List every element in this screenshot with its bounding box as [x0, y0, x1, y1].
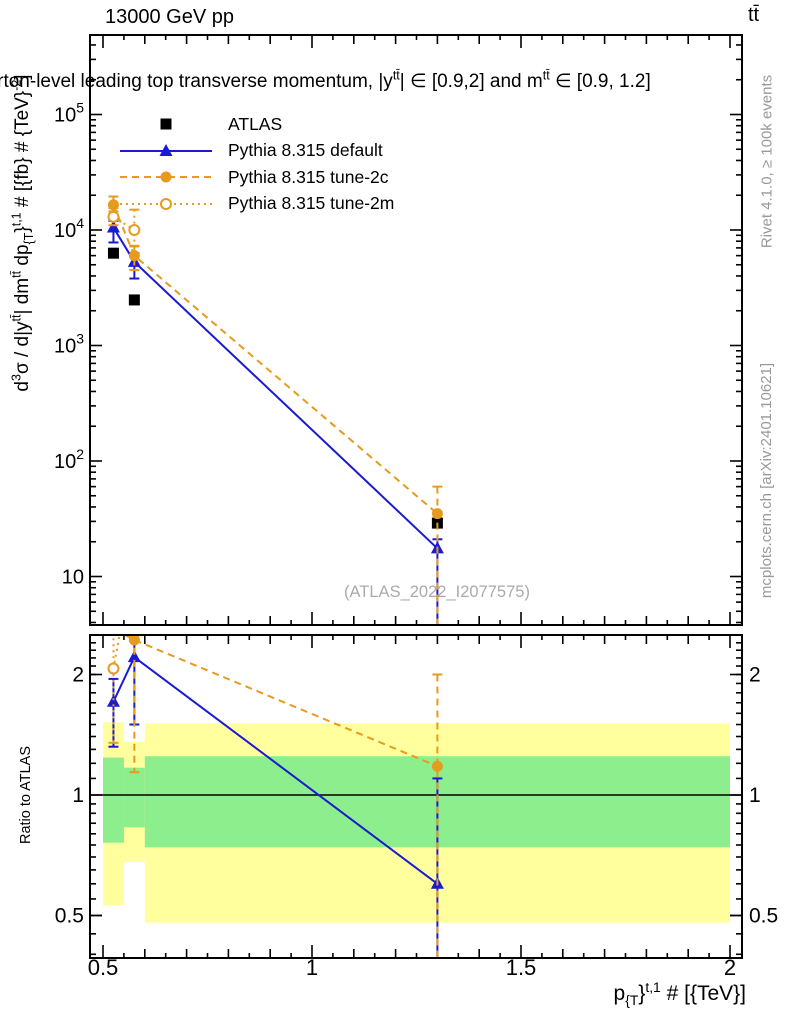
series-pythia-8-315-tune-2m-ratio: [107, 636, 121, 744]
legend-triangle-icon: [120, 143, 212, 156]
ratio-tick-label-left: 1: [72, 784, 84, 807]
series-pythia-8-315-default-main: [106, 219, 444, 624]
axis-ticks: [90, 35, 742, 958]
y-axis-tick-label: 104: [54, 215, 84, 242]
x-axis-tick-label: 1: [306, 955, 318, 980]
y-axis-tick-label: 105: [54, 100, 84, 127]
green-band: [123, 767, 145, 828]
legend-label: Pythia 8.315 tune-2m: [228, 193, 395, 214]
series-pythia-8-315-tune-2c-main: [107, 195, 443, 624]
ratio-uncertainty-bands: [103, 722, 731, 923]
beam-energy-label: 13000 GeV pp: [105, 6, 234, 28]
legend: ATLAS Pythia 8.315 default Pythia 8.315 tu…: [118, 111, 394, 217]
mcplots-reference-note: mcplots.cern.ch [arXiv:2401.10621]: [758, 362, 775, 599]
series-pythia-8-315-tune-2m-main: [107, 207, 141, 247]
legend-entry: Pythia 8.315 default: [118, 138, 394, 165]
x-axis-title: p{T}t,1 # [{TeV}]: [613, 979, 746, 1009]
y-axis-title: d3σ / d|ytt̄| dmtt̄ dp{T}t,1 # [{fb} # {…: [9, 74, 36, 392]
ratio-axis-title: Ratio to ATLAS: [18, 745, 34, 845]
ratio-tick-label-left: 2: [72, 664, 84, 687]
series-pythia-8-315-tune-2c-ratio: [124, 636, 443, 957]
green-band: [103, 757, 124, 843]
rivet-version-note: Rivet 4.1.0, ≥ 100k events: [758, 74, 776, 249]
legend-circle-icon: [120, 171, 212, 183]
legend-label: Pythia 8.315 default: [228, 140, 383, 161]
process-label: tt̄: [748, 4, 760, 26]
legend-circle-open-icon: [120, 197, 212, 210]
y-axis-tick-label: 102: [54, 446, 84, 473]
ratio-tick-label-right: 1: [749, 784, 761, 807]
y-axis-tick-label: 103: [54, 331, 84, 358]
y-axis-tick-label: 10: [62, 567, 84, 589]
ratio-tick-label-right: 0.5: [749, 905, 778, 928]
legend-entry: Pythia 8.315 tune-2c: [118, 164, 394, 191]
legend-square-icon: [160, 118, 172, 130]
x-axis-tick-label: 1.5: [506, 955, 537, 980]
ratio-tick-label-right: 2: [749, 664, 761, 687]
x-axis-tick-label: 2: [724, 955, 736, 980]
series-atlas-main: [107, 247, 443, 529]
x-axis-tick-label: 0.5: [88, 955, 119, 980]
legend-label: ATLAS: [228, 113, 283, 134]
ratio-tick-label-left: 0.5: [55, 905, 84, 928]
plot-title: parton-level leading top transverse mome…: [0, 68, 651, 92]
legend-entry: ATLAS: [118, 111, 394, 138]
legend-label: Pythia 8.315 tune-2c: [228, 166, 389, 187]
legend-entry: Pythia 8.315 tune-2m: [118, 191, 394, 218]
